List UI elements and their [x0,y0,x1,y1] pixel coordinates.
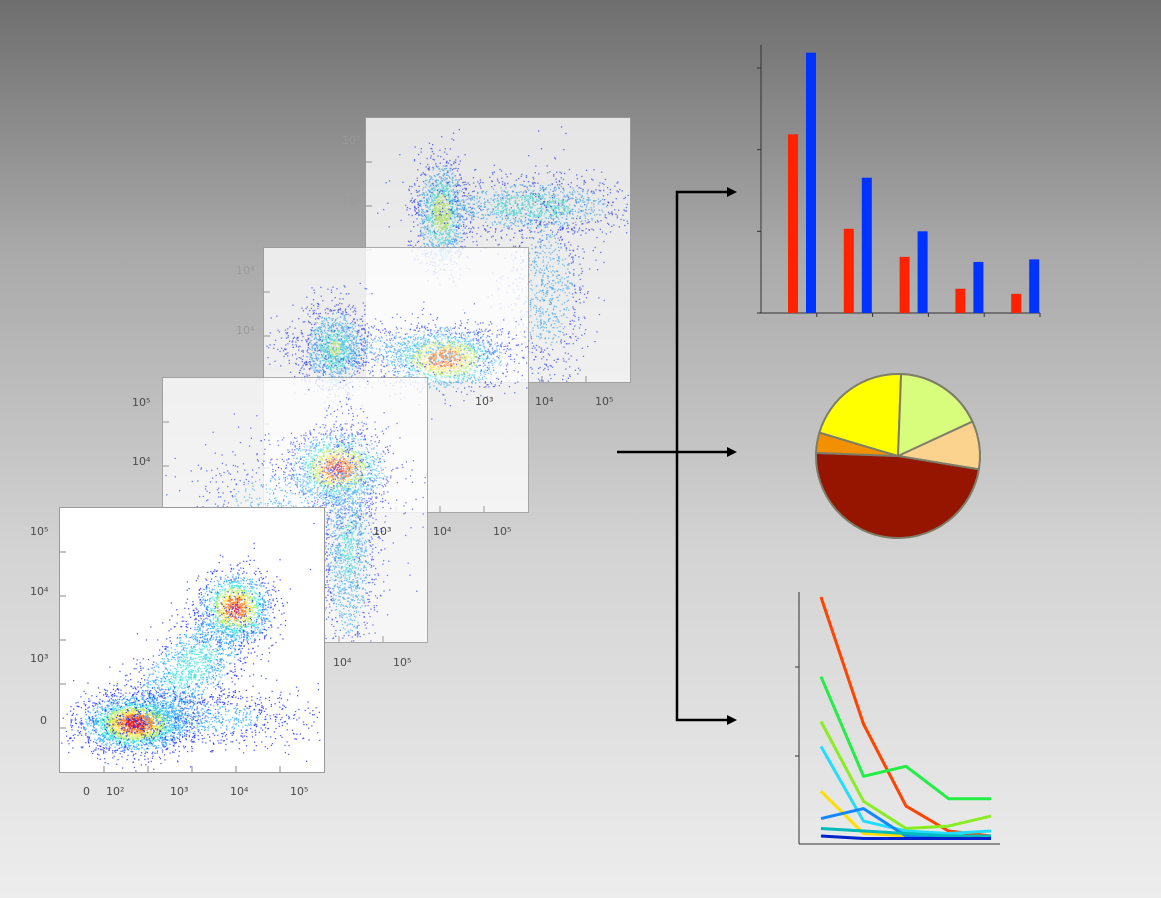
pie-chart [815,373,981,539]
x-tick-label: 10⁵ [393,656,412,669]
x-tick-label: 0 [83,785,90,798]
branch-connector [675,190,728,722]
x-tick-label: 10³ [373,525,392,538]
y-tick-label: 10⁵ [30,525,49,538]
y-tick-label: 0 [40,714,47,727]
bar [1011,293,1022,313]
line-series [819,676,991,801]
density-scatter [163,379,426,642]
x-tick-label: 10⁴ [230,785,249,798]
bar [1029,259,1040,313]
density-scatter [60,522,321,772]
bar [973,261,984,313]
y-tick-label: 10⁴ [236,264,255,277]
line-series [820,834,991,840]
line-series [819,745,992,835]
axis-ticks [60,551,281,772]
flow-arrows [617,190,728,722]
y-tick-label: 10⁵ [342,134,361,147]
x-tick-label: 10⁵ [595,395,614,408]
arrowhead-to-line-chart [727,715,737,725]
scatter-points [61,522,321,772]
x-tick-label: 10⁵ [493,525,512,538]
x-tick-label: 10⁴ [333,656,352,669]
bar [843,228,854,313]
pie-slice [897,373,974,457]
arrowhead-to-bar-chart [727,187,737,197]
line-series [820,827,991,838]
y-tick-label: 10⁴ [236,324,255,337]
bar [861,177,872,313]
bar [955,288,966,313]
x-tick-label: 10⁴ [433,525,452,538]
y-tick-label: 10⁴ [132,455,151,468]
y-tick-label: 10³ [30,652,49,665]
bar [899,256,910,313]
flow-plot-1 [59,507,325,773]
y-tick-label: 10⁴ [342,194,361,207]
x-tick-label: 10² [106,785,125,798]
x-tick-label: 10⁵ [290,785,309,798]
bar [788,134,798,313]
arrowheads [727,187,737,725]
y-tick-label: 10⁴ [30,585,49,598]
line-chart [795,592,1000,845]
y-tick-label: 10⁵ [132,396,151,409]
x-tick-label: 10³ [170,785,189,798]
pie-slice [818,373,903,457]
bar [917,231,928,313]
arrowhead-to-pie-chart [727,447,737,457]
bar [806,52,816,314]
x-tick-label: 10⁴ [535,395,554,408]
pie-slice [815,451,980,539]
bar-chart [757,45,1041,317]
scatter-points [165,379,426,642]
line-series [819,720,992,830]
x-tick-label: 10³ [475,395,494,408]
